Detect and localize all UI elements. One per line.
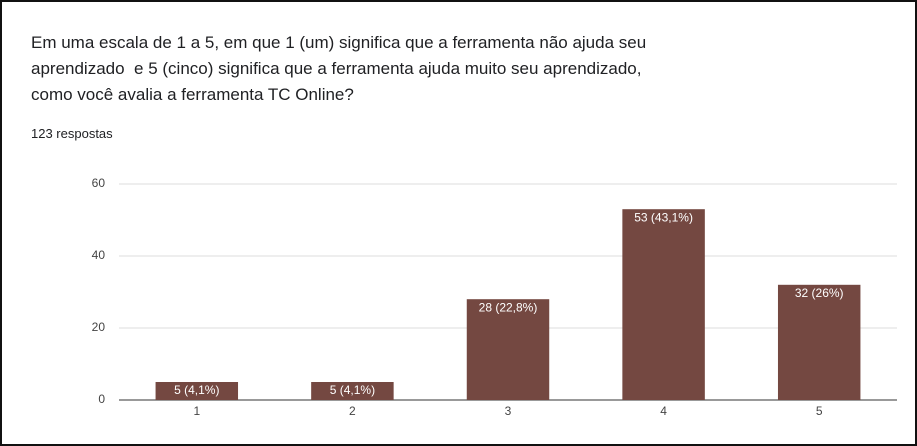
bar — [466, 299, 550, 400]
value-label: 5 (4,1%) — [330, 383, 375, 397]
value-label: 28 (22,8%) — [479, 300, 538, 314]
y-tick-label: 20 — [92, 320, 106, 334]
chart-title: Em uma escala de 1 a 5, em que 1 (um) si… — [31, 33, 647, 104]
bar — [777, 284, 861, 400]
value-label: 53 (43,1%) — [634, 210, 693, 224]
y-tick-label: 40 — [92, 248, 106, 262]
bar — [622, 209, 705, 400]
x-tick-label: 1 — [193, 404, 200, 418]
y-tick-label: 60 — [92, 176, 106, 190]
response-count: 123 respostas — [31, 126, 113, 141]
x-tick-label: 5 — [816, 404, 823, 418]
value-label: 5 (4,1%) — [174, 383, 219, 397]
x-tick-label: 3 — [505, 404, 512, 418]
bar — [311, 382, 394, 400]
y-tick-label: 0 — [98, 392, 105, 406]
bar — [155, 382, 239, 400]
value-label: 32 (26%) — [795, 286, 844, 300]
x-tick-label: 4 — [660, 404, 667, 418]
x-tick-label: 2 — [349, 404, 356, 418]
